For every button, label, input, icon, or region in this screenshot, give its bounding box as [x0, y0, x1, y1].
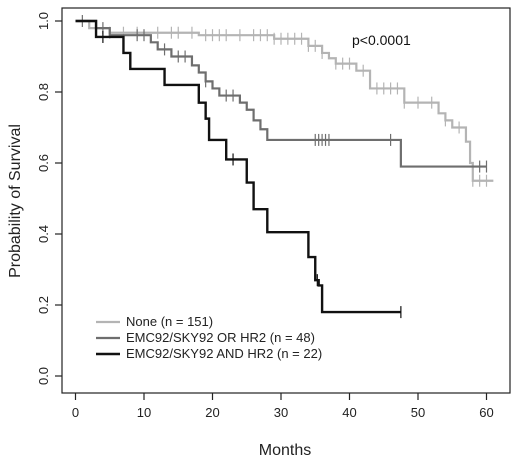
x-tick-label: 0: [72, 405, 79, 420]
y-tick-label: 0.2: [36, 296, 51, 314]
x-tick-label: 40: [342, 405, 356, 420]
legend: None (n = 151)EMC92/SKY92 OR HR2 (n = 48…: [96, 314, 322, 361]
x-tick-label: 30: [274, 405, 288, 420]
legend-label-series-3: EMC92/SKY92 AND HR2 (n = 22): [126, 346, 322, 361]
survival-curves: [75, 15, 494, 319]
plot-frame: [61, 7, 511, 394]
survival-curve-series-2: [75, 19, 487, 168]
p-value-annotation: p<0.0001: [352, 32, 411, 48]
y-tick-label: 0.6: [36, 154, 51, 172]
y-tick-label: 0.4: [36, 225, 51, 243]
y-tick-label: 0.8: [36, 83, 51, 101]
x-tick-label: 60: [479, 405, 493, 420]
survival-curve-series-1: [75, 19, 494, 182]
y-axis-title: Probability of Survival: [7, 124, 24, 278]
x-tick-label: 50: [411, 405, 425, 420]
x-tick-label: 10: [137, 405, 151, 420]
survival-curve-series-3: [75, 19, 401, 314]
legend-label-series-1: None (n = 151): [126, 314, 213, 329]
axis-ticks: 0 10 20 30 40 50 60 0.0 0.2 0.4 0.6 0.8 1.0: [36, 12, 494, 420]
y-tick-label: 1.0: [36, 12, 51, 30]
x-tick-label: 20: [205, 405, 219, 420]
x-axis-title: Months: [259, 442, 311, 459]
legend-label-series-2: EMC92/SKY92 OR HR2 (n = 48): [126, 330, 315, 345]
y-tick-label: 0.0: [36, 367, 51, 385]
